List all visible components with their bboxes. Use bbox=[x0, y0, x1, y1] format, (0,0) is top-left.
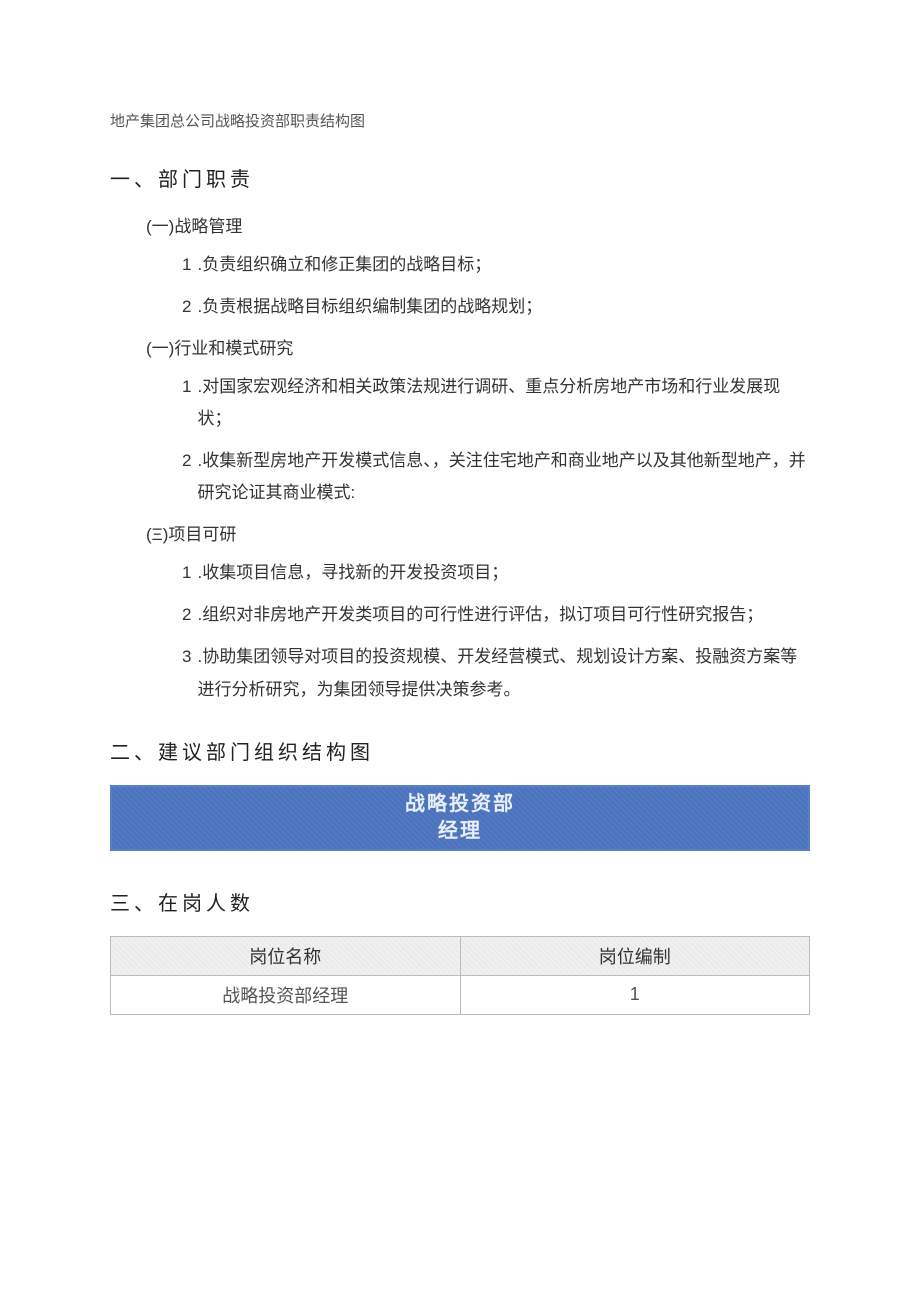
list-number: 3 bbox=[182, 641, 191, 706]
subsection-1-1-heading: (一)战略管理 bbox=[146, 212, 810, 237]
section-2-heading: 二、建议部门组织结构图 bbox=[110, 736, 810, 765]
section-3-heading: 三、在岗人数 bbox=[110, 887, 810, 916]
list-text: .组织对非房地产开发类项目的可行性进行评估，拟订项目可行性研究报告； bbox=[197, 599, 810, 631]
list-number: 2 bbox=[182, 291, 191, 323]
list-text: .收集项目信息，寻找新的开发投资项目； bbox=[197, 557, 810, 589]
org-box-line-1: 战略投资部 bbox=[112, 791, 808, 818]
org-box-line-2: 经理 bbox=[112, 818, 808, 845]
subsection-1-3-heading: (Ξ)项目可研 bbox=[146, 520, 810, 545]
table-cell: 1 bbox=[460, 975, 810, 1014]
subsection-1-2-heading: (一)行业和模式研究 bbox=[146, 334, 810, 359]
list-text: .负责组织确立和修正集团的战略目标； bbox=[197, 249, 810, 281]
list-text: .对国家宏观经济和相关政策法规进行调研、重点分析房地产市场和行业发展现状； bbox=[197, 371, 810, 436]
list-number: 2 bbox=[182, 445, 191, 510]
subsection-1-3: (Ξ)项目可研 1 .收集项目信息，寻找新的开发投资项目； 2 .组织对非房地产… bbox=[146, 520, 810, 706]
table-header-cell: 岗位名称 bbox=[111, 936, 461, 975]
document-title: 地产集团总公司战略投资部职责结构图 bbox=[110, 110, 810, 131]
list-item: 1 .负责组织确立和修正集团的战略目标； bbox=[182, 249, 810, 281]
list-item: 2 .收集新型房地产开发模式信息、，关注住宅地产和商业地产以及其他新型地产，并研… bbox=[182, 445, 810, 510]
list-item: 1 .对国家宏观经济和相关政策法规进行调研、重点分析房地产市场和行业发展现状； bbox=[182, 371, 810, 436]
org-chart-box: 战略投资部 经理 bbox=[110, 785, 810, 851]
staff-table: 岗位名称 岗位编制 战略投资部经理 1 bbox=[110, 936, 810, 1015]
list-text: .收集新型房地产开发模式信息、，关注住宅地产和商业地产以及其他新型地产，并研究论… bbox=[197, 445, 810, 510]
table-row: 战略投资部经理 1 bbox=[111, 975, 810, 1014]
list-number: 2 bbox=[182, 599, 191, 631]
list-text: .协助集团领导对项目的投资规模、开发经营模式、规划设计方案、投融资方案等进行分析… bbox=[197, 641, 810, 706]
table-header-row: 岗位名称 岗位编制 bbox=[111, 936, 810, 975]
list-number: 1 bbox=[182, 371, 191, 436]
list-text: .负责根据战略目标组织编制集团的战略规划； bbox=[197, 291, 810, 323]
section-1-heading: 一、部门职责 bbox=[110, 163, 810, 192]
list-item: 3 .协助集团领导对项目的投资规模、开发经营模式、规划设计方案、投融资方案等进行… bbox=[182, 641, 810, 706]
subsection-1-1: (一)战略管理 1 .负责组织确立和修正集团的战略目标； 2 .负责根据战略目标… bbox=[146, 212, 810, 324]
list-item: 2 .组织对非房地产开发类项目的可行性进行评估，拟订项目可行性研究报告； bbox=[182, 599, 810, 631]
table-header-cell: 岗位编制 bbox=[460, 936, 810, 975]
list-number: 1 bbox=[182, 557, 191, 589]
list-number: 1 bbox=[182, 249, 191, 281]
list-item: 2 .负责根据战略目标组织编制集团的战略规划； bbox=[182, 291, 810, 323]
subsection-1-2: (一)行业和模式研究 1 .对国家宏观经济和相关政策法规进行调研、重点分析房地产… bbox=[146, 334, 810, 510]
list-item: 1 .收集项目信息，寻找新的开发投资项目； bbox=[182, 557, 810, 589]
table-cell: 战略投资部经理 bbox=[111, 975, 461, 1014]
